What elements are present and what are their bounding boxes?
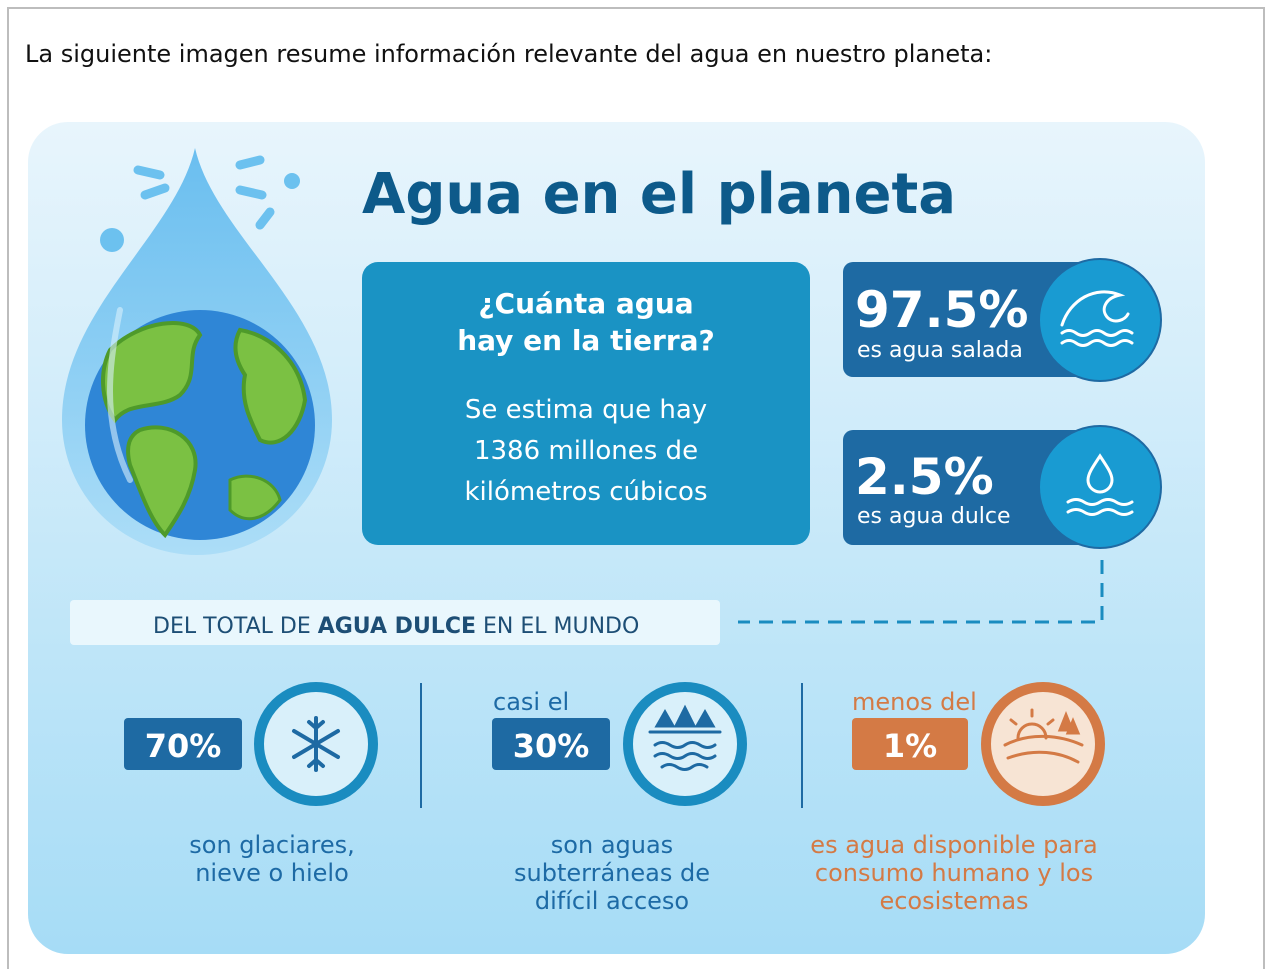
- screen: La siguiente imagen resume información r…: [0, 0, 1270, 969]
- banner-emphasis: AGUA DULCE: [318, 614, 476, 639]
- stat-icon: [1039, 259, 1161, 381]
- item-description: son glaciares,: [189, 831, 354, 859]
- item-description: consumo humano y los: [815, 859, 1093, 887]
- item-prefix: menos del: [852, 688, 977, 716]
- question-heading: ¿Cuánta agua: [478, 287, 693, 320]
- body: La siguiente imagen resume información r…: [0, 0, 1270, 969]
- item-value: 70%: [145, 727, 222, 765]
- question-body: kilómetros cúbicos: [464, 477, 707, 507]
- page: Agua en el planeta {"intro": "La siguien…: [0, 0, 1270, 969]
- item-description: son aguas: [551, 831, 673, 859]
- item-description: ecosistemas: [879, 887, 1028, 915]
- stat-label: es agua salada: [857, 338, 1023, 363]
- question-body: Se estima que hay: [465, 395, 707, 425]
- banner-part: EN EL MUNDO: [476, 614, 639, 639]
- item-value: 30%: [513, 727, 590, 765]
- question-body: 1386 millones de: [474, 436, 698, 466]
- item-description: difícil acceso: [535, 887, 689, 915]
- item-description: es agua disponible para: [810, 831, 1097, 859]
- stat-label: es agua dulce: [857, 504, 1011, 529]
- item-description: nieve o hielo: [195, 859, 349, 887]
- banner-part: DEL TOTAL DE: [153, 614, 318, 639]
- item-description: subterráneas de: [514, 859, 710, 887]
- stat-value: 97.5%: [855, 281, 1028, 339]
- title: Agua en el planeta: [362, 162, 956, 227]
- intro-text: La siguiente imagen resume información r…: [25, 40, 992, 68]
- question-heading: hay en la tierra?: [457, 324, 715, 357]
- stat-icon: [1039, 426, 1161, 548]
- stat-value: 2.5%: [855, 448, 994, 506]
- item-prefix: casi el: [493, 688, 569, 716]
- banner-text: DEL TOTAL DE AGUA DULCE EN EL MUNDO: [153, 614, 639, 639]
- item-value: 1%: [883, 727, 937, 765]
